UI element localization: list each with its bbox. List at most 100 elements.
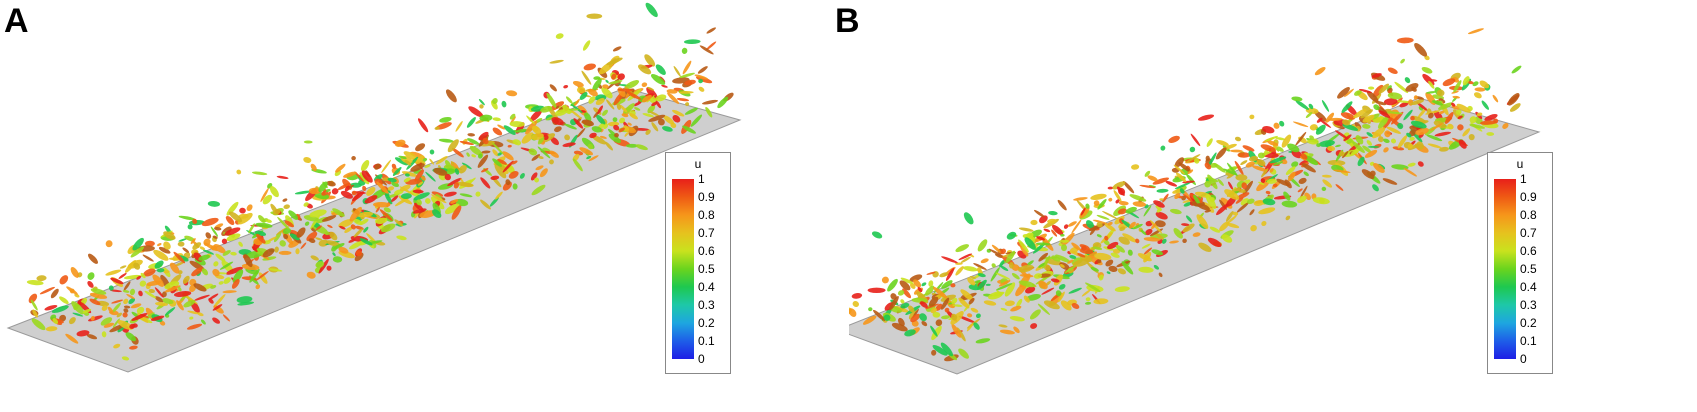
- vortex-blob: [1058, 283, 1066, 290]
- vortex-blob: [868, 307, 873, 312]
- vortex-blob: [450, 161, 455, 166]
- vortex-blob: [96, 300, 110, 307]
- vortex-blob: [315, 237, 323, 241]
- vortex-blob: [1366, 140, 1372, 146]
- vortex-blob: [1414, 43, 1428, 57]
- vortex-blob: [1169, 208, 1182, 215]
- vortex-blob: [223, 277, 231, 284]
- vortex-blob: [988, 248, 1004, 258]
- vortex-blob: [1274, 137, 1286, 141]
- vortex-blob: [417, 118, 429, 133]
- vortex-blob: [612, 117, 618, 122]
- vortex-blob: [139, 280, 147, 287]
- vortex-blob: [1174, 192, 1181, 200]
- vortex-blob: [975, 338, 991, 344]
- vortex-blob: [977, 273, 986, 278]
- vortex-blob: [1438, 110, 1445, 115]
- vortex-blob: [633, 101, 642, 107]
- vortex-blob: [510, 116, 516, 124]
- vortex-blob: [90, 288, 107, 295]
- vortex-blob: [288, 210, 299, 220]
- vortex-blob: [1287, 171, 1296, 182]
- vortex-blob: [1473, 92, 1482, 99]
- vortex-blob: [940, 342, 954, 357]
- vortex-blob: [921, 321, 928, 327]
- vortex-blob: [394, 139, 406, 147]
- vortex-blob: [144, 290, 157, 299]
- vortex-blob: [889, 295, 899, 311]
- vortex-blob: [207, 200, 220, 207]
- vortex-blob: [935, 303, 943, 311]
- vortex-blob: [996, 290, 1002, 296]
- vortex-blob: [192, 242, 202, 250]
- vortex-blob: [1340, 112, 1356, 120]
- vortex-blob: [588, 88, 598, 97]
- vortex-blob: [928, 296, 939, 307]
- vortex-blob: [1068, 287, 1082, 294]
- vortex-blob: [910, 313, 921, 323]
- vortex-blob: [435, 155, 448, 165]
- vortex-blob: [1457, 124, 1464, 131]
- vortex-blob: [376, 181, 389, 194]
- vortex-blob: [862, 315, 877, 325]
- vortex-blob: [228, 211, 243, 223]
- vortex-blob: [985, 283, 991, 286]
- vortex-blob: [176, 300, 184, 311]
- vortex-blob: [1262, 198, 1276, 206]
- vortex-blob: [1421, 67, 1433, 74]
- legend-tick: 0: [1520, 352, 1527, 366]
- vortex-blob: [455, 181, 474, 187]
- vortex-blob: [169, 262, 180, 274]
- vortex-blob: [1175, 172, 1187, 183]
- vortex-blob: [51, 305, 69, 313]
- vortex-blob: [28, 293, 38, 304]
- vortex-blob: [549, 150, 559, 158]
- vortex-blob: [1299, 185, 1308, 199]
- vortex-blob: [604, 141, 614, 151]
- vortex-blob: [1161, 238, 1167, 244]
- vortex-blob: [461, 162, 472, 170]
- legend-tick: 0.3: [1520, 298, 1537, 312]
- vortex-blob: [200, 319, 206, 325]
- vortex-blob: [511, 160, 518, 165]
- vortex-blob: [624, 80, 640, 89]
- vortex-blob: [1079, 244, 1090, 250]
- vortex-blob: [1313, 110, 1327, 122]
- vortex-blob: [1426, 134, 1443, 142]
- vortex-blob: [351, 155, 356, 161]
- vortex-blob: [1104, 223, 1116, 232]
- vortex-blob: [355, 250, 363, 257]
- vortex-blob: [133, 262, 141, 270]
- vortex-blob: [1122, 233, 1137, 243]
- vortex-blob: [1143, 251, 1152, 263]
- vortex-blob: [268, 268, 283, 272]
- vortex-blob: [467, 138, 480, 145]
- vortex-blob: [930, 307, 937, 314]
- vortex-blob: [694, 74, 709, 80]
- vortex-blob: [1234, 136, 1242, 142]
- legend-title: u: [694, 157, 702, 171]
- vortex-blob: [581, 70, 592, 85]
- vortex-blob: [1193, 157, 1200, 164]
- vortex-blob: [612, 46, 622, 52]
- vortex-blob: [1024, 237, 1036, 250]
- vortex-blob: [1030, 219, 1038, 226]
- vortex-blob: [908, 305, 915, 313]
- vortex-blob: [1102, 210, 1118, 220]
- vortex-blob: [998, 280, 1011, 287]
- vortex-blob: [255, 222, 273, 228]
- vortex-blob: [1309, 124, 1318, 131]
- vortex-blob: [562, 142, 576, 147]
- vortex-blob: [479, 104, 484, 109]
- vortex-blob: [1227, 181, 1234, 190]
- vortex-blob: [1333, 169, 1351, 173]
- vortex-blob: [999, 329, 1015, 335]
- vortex-blob: [405, 173, 410, 177]
- vortex-blob: [1094, 252, 1112, 261]
- vortex-blob: [1279, 120, 1285, 127]
- vortex-blob: [222, 314, 230, 322]
- vortex-blob: [681, 47, 688, 54]
- vortex-blob: [1468, 134, 1475, 141]
- vortex-blob: [509, 121, 525, 128]
- vortex-blob: [458, 164, 467, 174]
